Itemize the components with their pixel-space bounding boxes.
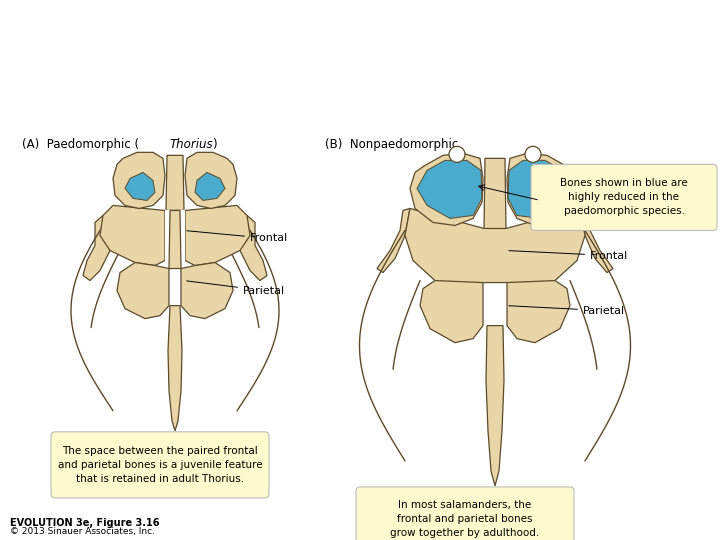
Polygon shape bbox=[100, 205, 165, 266]
Text: Figure 3.16  Comparison of the skulls of a progenetic dwarf salamander Thorius a: Figure 3.16 Comparison of the skulls of … bbox=[9, 14, 692, 50]
Polygon shape bbox=[168, 306, 182, 431]
Text: Parietal: Parietal bbox=[509, 306, 625, 315]
Polygon shape bbox=[125, 172, 155, 200]
Circle shape bbox=[449, 146, 465, 163]
FancyBboxPatch shape bbox=[51, 432, 269, 498]
Polygon shape bbox=[377, 208, 410, 273]
Text: Frontal: Frontal bbox=[186, 231, 288, 244]
Polygon shape bbox=[185, 205, 250, 266]
Polygon shape bbox=[580, 208, 613, 273]
Polygon shape bbox=[486, 326, 504, 486]
Polygon shape bbox=[240, 215, 267, 281]
Text: Thorius: Thorius bbox=[170, 138, 214, 151]
Text: Frontal: Frontal bbox=[509, 251, 629, 260]
Text: (B)  Nonpaedomorphic: (B) Nonpaedomorphic bbox=[325, 138, 458, 151]
Text: Bones shown in blue are
highly reduced in the
paedomorphic species.: Bones shown in blue are highly reduced i… bbox=[560, 178, 688, 217]
Text: ): ) bbox=[212, 138, 217, 151]
Polygon shape bbox=[420, 281, 483, 343]
Polygon shape bbox=[508, 160, 573, 219]
Polygon shape bbox=[117, 262, 169, 319]
Polygon shape bbox=[507, 153, 580, 226]
Polygon shape bbox=[181, 262, 233, 319]
Text: Parietal: Parietal bbox=[186, 281, 285, 295]
Polygon shape bbox=[185, 152, 237, 208]
Polygon shape bbox=[484, 158, 506, 231]
Text: © 2013 Sinauer Associates, Inc.: © 2013 Sinauer Associates, Inc. bbox=[10, 527, 155, 536]
Polygon shape bbox=[410, 153, 483, 226]
FancyBboxPatch shape bbox=[356, 487, 574, 540]
Text: EVOLUTION 3e, Figure 3.16: EVOLUTION 3e, Figure 3.16 bbox=[10, 518, 160, 528]
Polygon shape bbox=[405, 208, 585, 288]
Text: The space between the paired frontal
and parietal bones is a juvenile feature
th: The space between the paired frontal and… bbox=[58, 446, 262, 484]
Polygon shape bbox=[83, 215, 110, 281]
Polygon shape bbox=[166, 156, 184, 211]
Polygon shape bbox=[169, 211, 181, 268]
Circle shape bbox=[525, 146, 541, 163]
Polygon shape bbox=[417, 160, 482, 219]
Polygon shape bbox=[165, 211, 185, 266]
Text: In most salamanders, the
frontal and parietal bones
grow together by adulthood.: In most salamanders, the frontal and par… bbox=[390, 500, 539, 538]
Polygon shape bbox=[195, 172, 225, 200]
Polygon shape bbox=[507, 281, 570, 343]
FancyBboxPatch shape bbox=[531, 164, 717, 231]
Text: (A)  Paedomorphic (: (A) Paedomorphic ( bbox=[22, 138, 139, 151]
Polygon shape bbox=[113, 152, 165, 208]
